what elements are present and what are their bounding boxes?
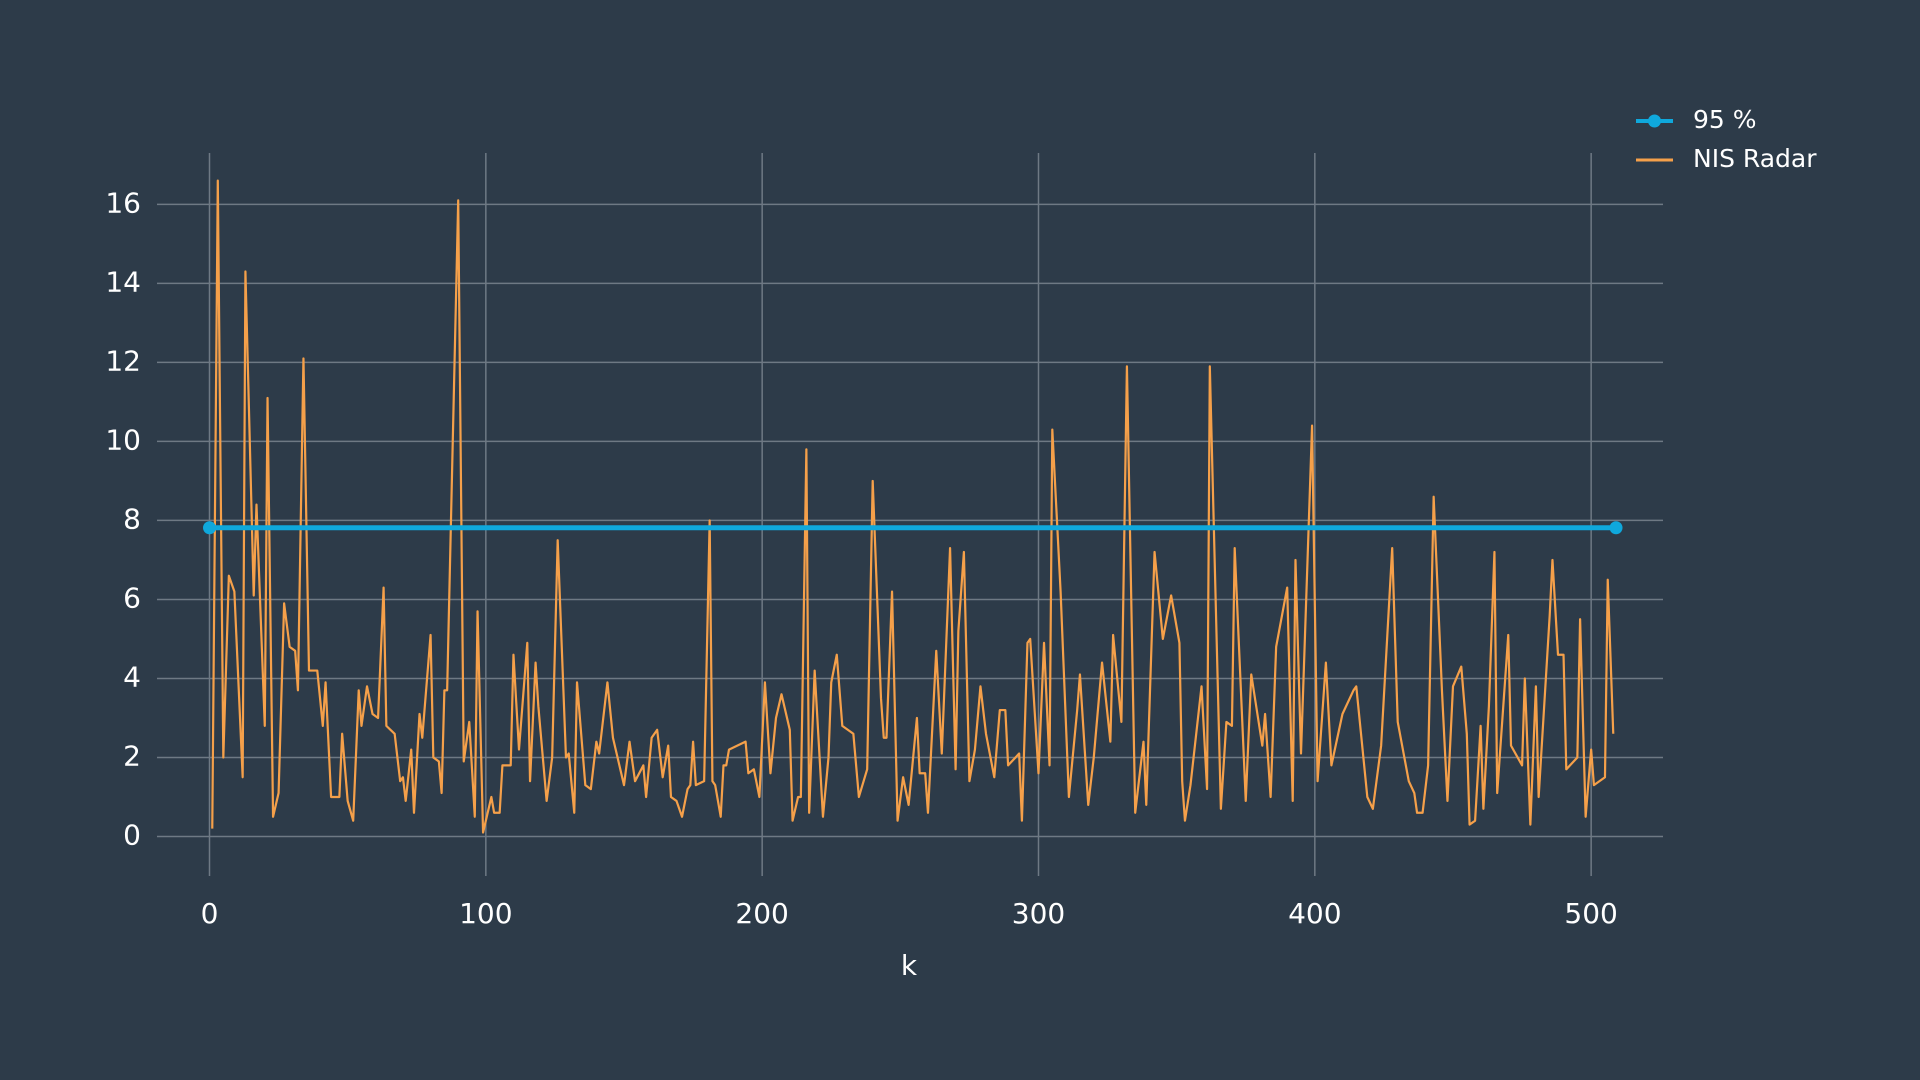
y-tick-label: 8 <box>123 502 141 535</box>
point <box>1609 521 1623 535</box>
x-tick-label: 0 <box>201 897 219 930</box>
y-tick-label: 6 <box>123 581 141 614</box>
x-tick-label: 100 <box>459 897 512 930</box>
x-tick-label: 300 <box>1012 897 1065 930</box>
x-tick-label: 200 <box>735 897 788 930</box>
x-tick-label: 400 <box>1288 897 1341 930</box>
y-tick-label: 10 <box>105 423 141 456</box>
legend-label: NIS Radar <box>1693 144 1817 173</box>
point <box>203 521 217 535</box>
y-tick-label: 14 <box>105 265 141 298</box>
x-tick-label: 500 <box>1564 897 1617 930</box>
x-axis-title: k <box>901 949 918 982</box>
y-tick-label: 12 <box>105 344 141 377</box>
legend-label: 95 % <box>1693 105 1757 134</box>
y-tick-label: 0 <box>123 818 141 851</box>
y-tick-label: 2 <box>123 739 141 772</box>
y-tick-label: 4 <box>123 660 141 693</box>
legend-marker <box>1648 114 1661 128</box>
y-tick-label: 16 <box>105 186 141 219</box>
line-series <box>211 179 1615 834</box>
